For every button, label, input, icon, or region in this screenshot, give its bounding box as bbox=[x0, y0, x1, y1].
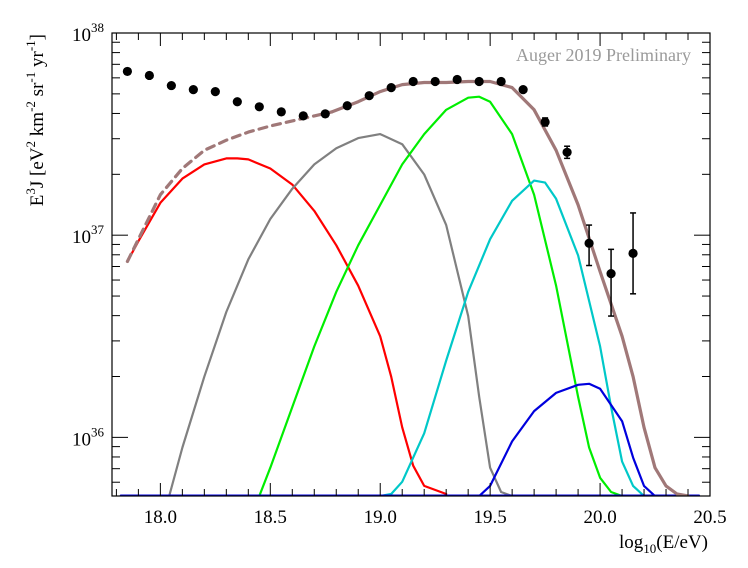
data-point-0 bbox=[122, 66, 132, 77]
annotation-text: Auger 2019 Preliminary bbox=[516, 45, 691, 65]
data-point-2 bbox=[166, 80, 176, 91]
y-tick-label-38: 1038 bbox=[72, 20, 104, 46]
data-point-19 bbox=[540, 117, 550, 127]
data-point-18 bbox=[518, 85, 528, 95]
series-cyan-line bbox=[379, 179, 646, 496]
data-point-11 bbox=[364, 91, 374, 101]
data-point-14 bbox=[430, 76, 440, 87]
series-red-line bbox=[126, 157, 448, 496]
data-point-5 bbox=[232, 97, 242, 107]
data-point-1 bbox=[144, 70, 154, 81]
data-point-20 bbox=[562, 147, 572, 157]
y-axis-title: E3J [eV2 km-2 sr-1 yr-1] bbox=[23, 34, 48, 206]
data-point-12 bbox=[386, 82, 396, 93]
data-point-15 bbox=[452, 74, 462, 85]
data-point-10 bbox=[342, 101, 352, 111]
series-total-line bbox=[330, 79, 690, 496]
data-point-13 bbox=[408, 76, 418, 87]
x-tick-label-2: 19.0 bbox=[364, 507, 397, 528]
data-point-17 bbox=[496, 76, 506, 87]
data-point-23 bbox=[628, 248, 638, 258]
data-point-22 bbox=[606, 268, 616, 279]
series-green-line bbox=[258, 95, 624, 496]
x-axis-title: log10(E/eV) bbox=[619, 532, 708, 556]
data-point-8 bbox=[298, 111, 308, 121]
data-point-6 bbox=[254, 102, 264, 112]
data-point-16 bbox=[474, 76, 484, 87]
y-tick-label-37: 1037 bbox=[72, 222, 105, 248]
data-point-7 bbox=[276, 107, 286, 117]
data-points-layer bbox=[122, 66, 638, 317]
y-tick-label-36: 1036 bbox=[72, 424, 105, 450]
labels-layer: 18.0 18.5 19.0 19.5 20.0 20.5 1036 1037 1038 log1… bbox=[23, 20, 727, 556]
data-point-21 bbox=[584, 238, 594, 248]
x-tick-label-3: 19.5 bbox=[474, 507, 507, 528]
series-gray-line bbox=[168, 133, 514, 496]
x-tick-label-0: 18.0 bbox=[144, 507, 177, 528]
data-point-9 bbox=[320, 109, 330, 119]
x-tick-label-5: 20.5 bbox=[693, 507, 726, 528]
plot-frame bbox=[111, 32, 711, 497]
data-point-4 bbox=[210, 87, 220, 97]
x-tick-label-1: 18.5 bbox=[254, 507, 287, 528]
axes-layer bbox=[111, 32, 711, 497]
x-tick-label-4: 20.0 bbox=[583, 507, 616, 528]
series-blue-line bbox=[478, 382, 657, 496]
series-total-dashed-line bbox=[125, 110, 334, 264]
data-point-3 bbox=[188, 85, 198, 95]
